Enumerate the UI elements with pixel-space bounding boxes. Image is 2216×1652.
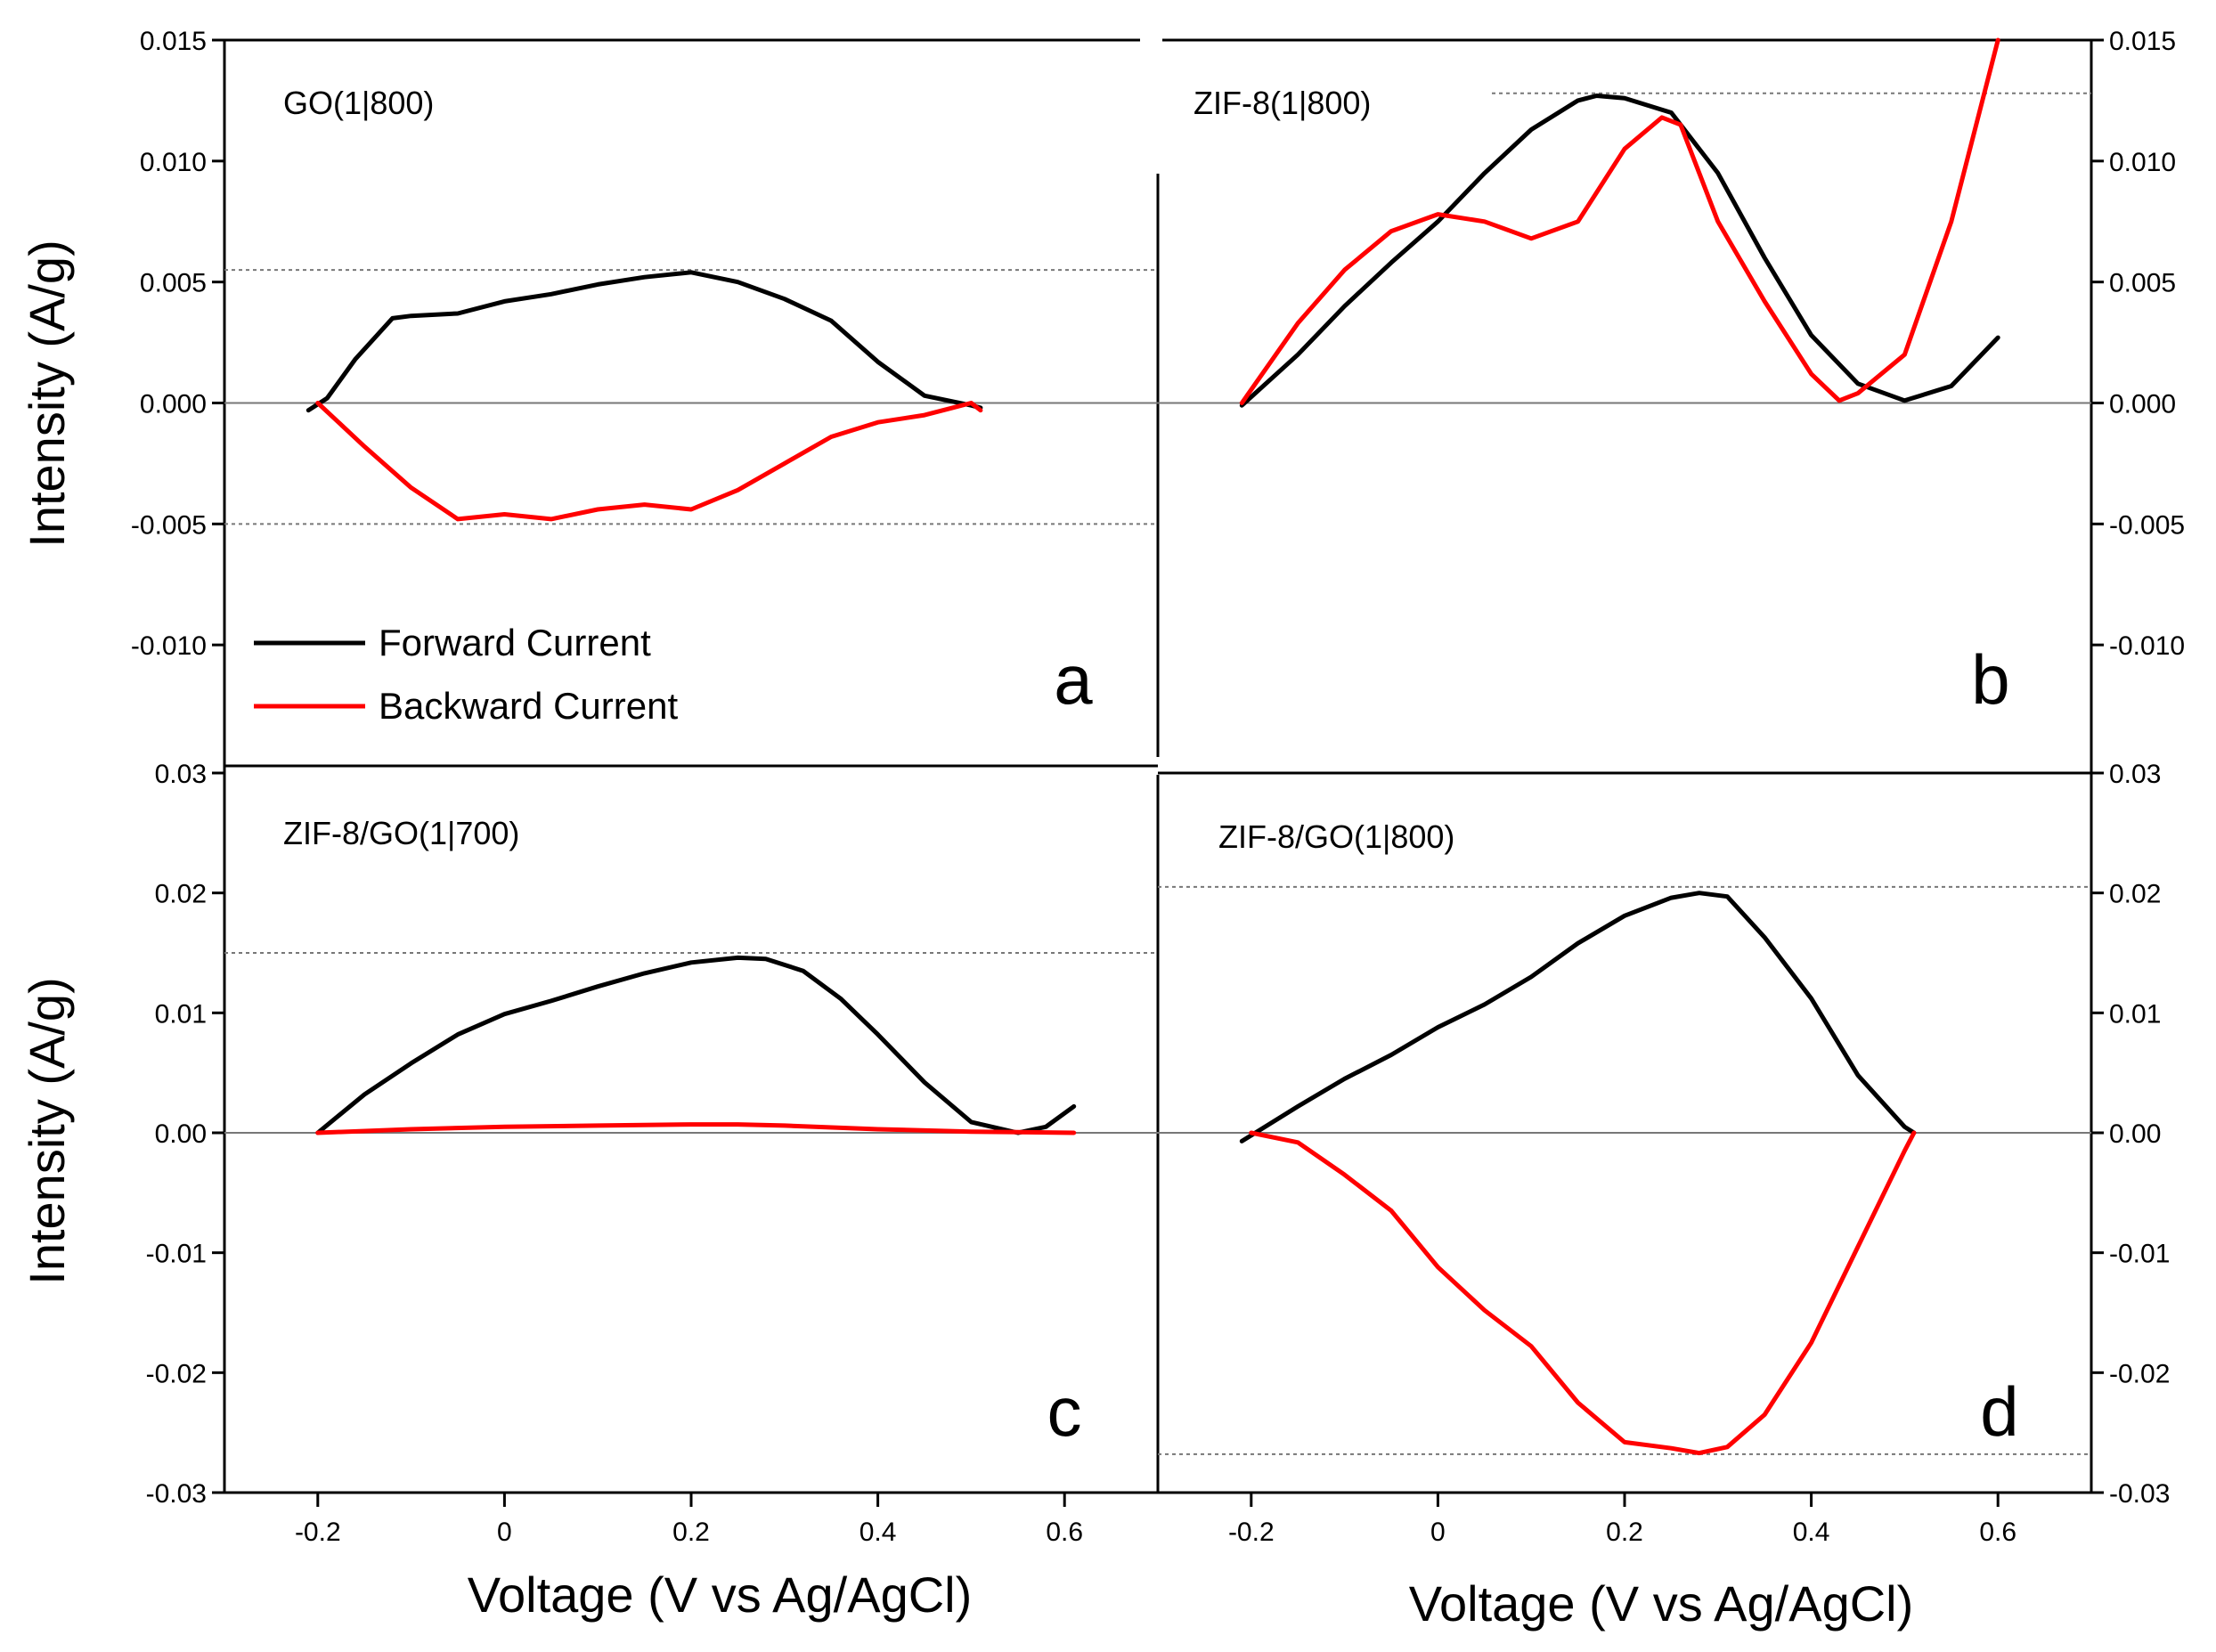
x-tick-label: 0.4	[1793, 1518, 1830, 1547]
x-tick-label: 0.2	[1606, 1518, 1643, 1547]
legend-label: Forward Current	[379, 622, 651, 663]
panel-b: 0.015 0.010 0.005 0.000 -0.005 -0.010 ZIF-8(1|…	[1158, 27, 2185, 719]
panel-title: ZIF-8/GO(1|800)	[1218, 818, 1454, 855]
y-tick-label: 0.000	[140, 390, 207, 419]
y-tick-label: -0.01	[146, 1240, 207, 1269]
y-tick-label: -0.03	[2109, 1479, 2170, 1509]
series-line-forward	[1239, 94, 2000, 408]
panel-title: ZIF-8/GO(1|700)	[283, 815, 519, 851]
y-tick-label: 0.010	[140, 148, 207, 177]
y-axis-title-top: Intensity (A/g)	[19, 240, 75, 547]
panel-letter: c	[1047, 1372, 1082, 1451]
legend: Forward Current Backward Current	[254, 622, 678, 727]
panel-c: 0.03 0.02 0.01 0.00 -0.01 -0.02 -0.03 ZIF-8/GO(…	[146, 760, 1158, 1509]
x-tick-label: 0	[497, 1518, 512, 1547]
y-tick-label: 0.015	[2109, 27, 2176, 56]
y-tick-label: -0.02	[2109, 1359, 2170, 1388]
x-tick-label: 0.6	[1046, 1518, 1083, 1547]
y-tick-label: 0.03	[2109, 760, 2161, 789]
panel-letter: b	[1971, 640, 2009, 719]
series-line-backward	[1249, 1130, 1917, 1456]
y-tick-label: -0.01	[2109, 1240, 2170, 1269]
y-tick-label: -0.010	[131, 631, 207, 661]
x-tick-label: 0.4	[860, 1518, 897, 1547]
x-tick-label: 0.2	[672, 1518, 710, 1547]
panel-a: 0.015 0.010 0.005 0.000 -0.005 -0.010 GO(1|800…	[131, 27, 1158, 727]
panel-letter: a	[1054, 640, 1093, 719]
y-tick-label: -0.005	[131, 510, 207, 540]
y-tick-label: 0.005	[140, 269, 207, 298]
y-tick-label: 0.01	[155, 999, 207, 1029]
series-line-backward	[315, 401, 983, 522]
series-line-backward	[315, 1122, 1077, 1135]
y-tick-label: -0.010	[2109, 631, 2185, 661]
y-tick-label: 0.01	[2109, 999, 2161, 1029]
y-tick-label: -0.03	[146, 1479, 207, 1509]
y-tick-label: 0.00	[155, 1119, 207, 1149]
x-tick-label: 0.6	[1979, 1518, 2016, 1547]
y-tick-label: 0.02	[2109, 880, 2161, 909]
y-axis-title-bottom: Intensity (A/g)	[19, 977, 75, 1284]
x-axis-title-right: Voltage (V vs Ag/AgCl)	[1409, 1575, 1914, 1632]
x-axis-title-left: Voltage (V vs Ag/AgCl)	[468, 1567, 973, 1623]
panels: -0.2 0 0.2 0.4 0.6 -0.2 0 0.2 0.4 0.60.0150.0100.…	[131, 27, 2185, 1547]
panel-letter: d	[1980, 1372, 2018, 1451]
panel-d: 0.03 0.02 0.01 0.00 -0.01 -0.02 -0.03 ZIF-8/GO(…	[1158, 760, 2170, 1509]
legend-label: Backward Current	[379, 685, 678, 727]
x-tick-label: -0.2	[295, 1518, 341, 1547]
x-tick-label: -0.2	[1228, 1518, 1275, 1547]
y-tick-label: 0.005	[2109, 269, 2176, 298]
y-tick-label: -0.02	[146, 1359, 207, 1388]
y-tick-label: 0.03	[155, 760, 207, 789]
series-line-forward	[315, 955, 1077, 1135]
y-tick-label: -0.005	[2109, 510, 2185, 540]
y-tick-label: 0.000	[2109, 390, 2176, 419]
x-tick-label: 0	[1430, 1518, 1446, 1547]
y-tick-label: 0.010	[2109, 148, 2176, 177]
y-tick-label: 0.00	[2109, 1119, 2161, 1149]
series-line-forward	[306, 270, 983, 413]
series-line-backward	[1239, 37, 2000, 405]
y-tick-label: 0.02	[155, 880, 207, 909]
series-line-forward	[1239, 891, 1917, 1143]
panel-title: ZIF-8(1|800)	[1194, 85, 1371, 121]
y-tick-label: 0.015	[140, 27, 207, 56]
panel-title: GO(1|800)	[283, 85, 434, 121]
